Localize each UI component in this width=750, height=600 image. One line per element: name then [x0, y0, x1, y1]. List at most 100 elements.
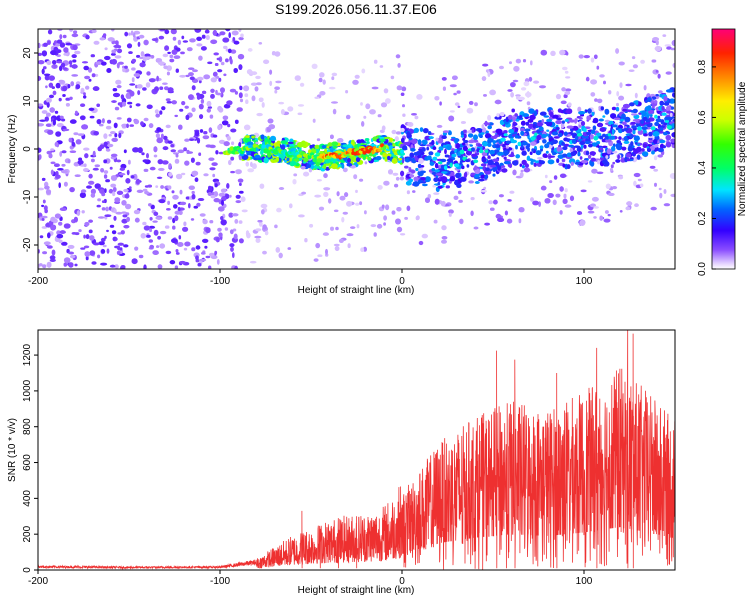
heatmap-cell: [39, 119, 46, 122]
heatmap-cell: [270, 135, 276, 142]
colorbar-tick-label: 0.2: [697, 211, 708, 225]
heatmap-cell: [47, 232, 51, 239]
heatmap-cell: [314, 144, 320, 149]
heatmap-cell: [78, 229, 82, 233]
heatmap-cell: [189, 38, 196, 43]
heatmap-cell: [608, 192, 615, 196]
heatmap-cell: [602, 159, 608, 165]
heatmap-cell: [145, 82, 151, 88]
heatmap-cell: [525, 121, 530, 126]
heatmap-cell: [611, 106, 617, 111]
heatmap-cell: [218, 107, 224, 113]
heatmap-cell: [312, 118, 316, 123]
heatmap-cell: [226, 135, 231, 141]
heatmap-cell: [482, 63, 489, 67]
heatmap-cell: [580, 121, 586, 126]
heatmap-cell: [530, 136, 536, 141]
heatmap-cell: [565, 88, 572, 92]
heatmap-cell: [131, 77, 135, 83]
heatmap-cell: [441, 239, 447, 244]
heatmap-cell: [220, 87, 225, 93]
heatmap-cell: [546, 129, 550, 132]
heatmap-cell: [631, 125, 637, 129]
heatmap-cell: [383, 136, 391, 140]
heatmap-cell: [233, 233, 238, 240]
heatmap-cell: [579, 141, 586, 146]
heatmap-cell: [510, 82, 516, 88]
heatmap-cell: [156, 127, 162, 132]
heatmap-cell: [427, 194, 432, 199]
heatmap-cell: [521, 159, 527, 165]
heatmap-cell: [593, 135, 599, 141]
heatmap-cell: [101, 207, 106, 211]
heatmap-cell: [409, 174, 415, 178]
heatmap-cell: [170, 144, 175, 148]
heatmap-cell: [618, 136, 622, 140]
heatmap-cell: [643, 133, 648, 137]
heatmap-cell: [400, 127, 405, 133]
heatmap-cell: [209, 220, 214, 224]
heatmap-cell: [457, 105, 461, 109]
heatmap-cell: [640, 120, 644, 124]
heatmap-cell: [105, 148, 111, 152]
heatmap-cell: [191, 194, 196, 200]
heatmap-cell: [128, 51, 133, 54]
heatmap-cell: [536, 134, 542, 141]
heatmap-cell: [188, 94, 194, 100]
heatmap-cell: [515, 154, 520, 159]
heatmap-cell: [649, 165, 656, 169]
heatmap-cell: [622, 108, 628, 112]
heatmap-cell: [270, 158, 274, 163]
heatmap-cell: [544, 174, 548, 179]
heatmap-cell: [110, 183, 117, 188]
heatmap-cell: [437, 181, 441, 186]
heatmap-cell: [457, 190, 462, 195]
heatmap-cell: [54, 213, 62, 219]
heatmap-cell: [520, 144, 524, 149]
heatmap-cell: [83, 234, 86, 239]
heatmap-cell: [71, 54, 77, 58]
heatmap-cell: [619, 210, 623, 213]
heatmap-cell: [420, 177, 426, 181]
heatmap-cell: [134, 217, 140, 223]
heatmap-cell: [111, 49, 116, 54]
heatmap-cell: [346, 233, 354, 237]
heatmap-cell: [316, 158, 323, 163]
heatmap-cell: [162, 146, 169, 151]
snr-x-label: Height of straight line (km): [298, 585, 415, 596]
heatmap-cell: [201, 252, 206, 255]
heatmap-cell: [157, 235, 162, 240]
heatmap-cell: [539, 111, 547, 116]
heatmap-cell: [293, 173, 298, 177]
heatmap-cell: [565, 51, 569, 56]
heatmap-cell: [89, 115, 95, 119]
heatmap-cell: [156, 176, 163, 179]
heatmap-cell: [174, 210, 181, 215]
heatmap-cell: [361, 121, 365, 127]
heatmap-cell: [41, 177, 46, 181]
heatmap-cell: [222, 115, 229, 121]
heatmap-cell: [648, 109, 654, 114]
heatmap-cell: [487, 71, 491, 77]
heatmap-cell: [565, 76, 571, 79]
heatmap-cell: [65, 103, 70, 107]
heatmap-cell: [154, 109, 159, 114]
heatmap-cell: [188, 67, 195, 70]
heatmap-cell: [214, 183, 218, 188]
heatmap-cell: [287, 141, 294, 145]
heatmap-cell: [92, 167, 99, 171]
heatmap-cell: [670, 106, 675, 110]
heatmap-cell: [347, 158, 351, 163]
heatmap-cell: [38, 103, 44, 107]
heatmap-cell: [615, 48, 620, 54]
heatmap-cell: [318, 206, 325, 211]
heatmap-cell: [502, 150, 509, 156]
heatmap-cell: [298, 157, 302, 161]
heatmap-cell: [599, 135, 604, 140]
heatmap-cell: [624, 116, 631, 123]
heatmap-cell: [523, 81, 530, 87]
heatmap-cell: [637, 129, 644, 135]
heatmap-cell: [180, 51, 185, 55]
chart-title: S199.2026.056.11.37.E06: [275, 1, 437, 17]
heatmap-cell: [63, 47, 69, 53]
